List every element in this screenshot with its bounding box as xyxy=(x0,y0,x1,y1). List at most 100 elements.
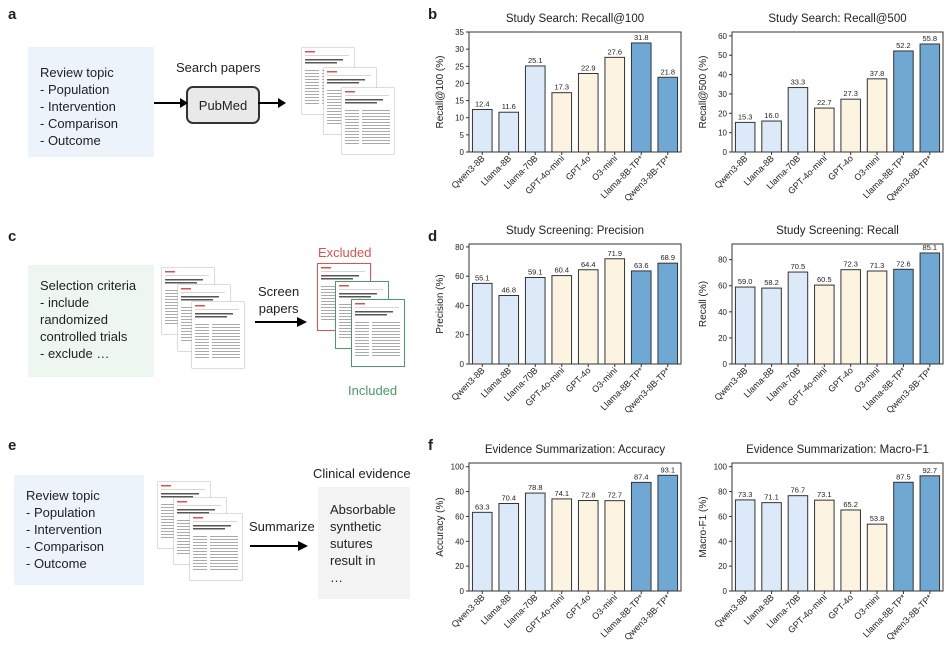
bar xyxy=(471,108,493,153)
criteria-line: - exclude … xyxy=(40,346,110,361)
y-axis-label: Recall (%) xyxy=(698,281,709,327)
y-tick-label: 0 xyxy=(460,360,465,369)
bar xyxy=(840,269,861,365)
y-tick-label: 20 xyxy=(455,79,464,88)
bar xyxy=(657,76,679,153)
plot-frame xyxy=(731,462,944,592)
bar-value-label: 72.3 xyxy=(843,260,858,269)
pubmed-box: PubMed xyxy=(186,86,260,124)
chart-recall-at-500: Study Search: Recall@500 0 10 20 30 40 50 60 Rec… xyxy=(698,13,944,203)
bar-value-label: 70.4 xyxy=(501,494,516,503)
bar-value-label: 74.1 xyxy=(554,489,569,498)
screen-papers-label: Screen papers xyxy=(258,283,299,317)
chart-summarization-macro-f1: Evidence Summarization: Macro-F1 0 20 40 60 8… xyxy=(698,444,944,642)
bar-value-label: 58.2 xyxy=(764,278,779,287)
y-tick-label: 0 xyxy=(723,360,728,369)
plot-frame xyxy=(468,31,682,153)
y-tick-label: 60 xyxy=(455,272,464,281)
y-axis-label: Accuracy (%) xyxy=(435,497,446,556)
x-tick-label: Qwen3-8B xyxy=(450,365,487,402)
x-tick-label: Qwen3-8B-TP* xyxy=(884,153,934,203)
review-topic-line: Review topic xyxy=(26,488,100,503)
bar xyxy=(498,503,520,592)
x-tick-label: Qwen3-8B xyxy=(712,592,749,629)
panel-letter-e: e xyxy=(8,437,17,454)
bar-value-label: 64.4 xyxy=(581,260,596,269)
x-tick-label: Qwen3-8B-TP* xyxy=(884,365,934,415)
bar xyxy=(787,495,809,592)
y-tick-label: 100 xyxy=(714,463,728,472)
bar xyxy=(577,269,599,365)
bar-value-label: 46.8 xyxy=(501,286,516,295)
bar-value-label: 87.5 xyxy=(896,472,911,481)
x-tick-label: Qwen3-8B-TP* xyxy=(884,592,934,642)
bar xyxy=(498,111,520,153)
bar xyxy=(471,511,493,592)
y-tick-label: 20 xyxy=(718,109,727,118)
y-tick-label: 40 xyxy=(455,301,464,310)
arrow-icon xyxy=(250,541,308,551)
bar-value-label: 21.8 xyxy=(660,67,675,76)
bar xyxy=(761,120,782,153)
y-tick-label: 80 xyxy=(718,256,727,265)
screen-papers-line: Screen xyxy=(258,284,300,299)
bar-value-label: 71.3 xyxy=(870,261,885,270)
criteria-line: - include xyxy=(40,295,90,310)
x-tick-label: Qwen3-8B-TP* xyxy=(622,153,672,203)
review-topic-line: - Intervention xyxy=(26,522,102,537)
included-paper-icon xyxy=(351,299,405,367)
review-topic-line: - Comparison xyxy=(40,116,119,131)
bar-value-label: 55.1 xyxy=(475,273,490,282)
y-tick-label: 40 xyxy=(718,71,727,80)
bar-value-label: 59.0 xyxy=(738,277,753,286)
bar xyxy=(498,295,520,365)
y-tick-label: 100 xyxy=(451,463,465,472)
plot-frame xyxy=(468,243,682,365)
plot-frame xyxy=(731,243,944,365)
bar xyxy=(657,262,679,365)
bar-value-label: 55.8 xyxy=(923,34,938,43)
bar-value-label: 72.7 xyxy=(607,491,622,500)
arrow-icon xyxy=(258,98,286,108)
y-tick-label: 80 xyxy=(455,488,464,497)
bar xyxy=(524,492,546,592)
x-tick-label: GPT-4o xyxy=(564,365,593,394)
bar-value-label: 33.3 xyxy=(791,78,806,87)
bar-value-label: 72.6 xyxy=(896,259,911,268)
y-tick-label: 80 xyxy=(455,243,464,252)
y-tick-label: 10 xyxy=(718,129,727,138)
bar-value-label: 31.8 xyxy=(634,33,649,42)
x-tick-label: GPT-4o xyxy=(826,592,855,621)
bar-value-label: 92.7 xyxy=(923,466,938,475)
review-topic-line: Review topic xyxy=(40,65,114,80)
clinical-evidence-title: Clinical evidence xyxy=(313,466,411,481)
x-tick-label: GPT-4o xyxy=(826,365,855,394)
bar xyxy=(919,475,941,592)
bar-value-label: 63.3 xyxy=(475,502,490,511)
bar-value-label: 60.5 xyxy=(817,275,832,284)
bar xyxy=(577,72,599,153)
panel-letter-c: c xyxy=(8,228,17,245)
review-topic-box-a: Review topic - Population - Intervention… xyxy=(28,47,154,157)
y-tick-label: 20 xyxy=(718,562,727,571)
chart-title: Evidence Summarization: Macro-F1 xyxy=(746,444,929,456)
bar-value-label: 78.8 xyxy=(528,483,543,492)
review-topic-line: - Population xyxy=(26,505,96,520)
bar xyxy=(840,98,861,153)
bar xyxy=(657,474,679,592)
bar-value-label: 25.1 xyxy=(528,56,543,65)
bar xyxy=(551,92,573,153)
criteria-line: Selection criteria xyxy=(40,278,137,293)
bar xyxy=(866,78,888,153)
panel-letter-a: a xyxy=(8,6,17,23)
bar xyxy=(866,523,888,592)
chart-title: Study Search: Recall@500 xyxy=(768,13,906,25)
y-axis-label: Macro-F1 (%) xyxy=(698,496,709,557)
x-tick-label: Qwen3-8B xyxy=(712,153,749,190)
bar xyxy=(524,277,546,365)
review-topic-line: - Outcome xyxy=(26,556,87,571)
bar xyxy=(577,500,599,592)
bar xyxy=(630,481,652,592)
paper-document-icon xyxy=(342,88,394,154)
bar-value-label: 27.6 xyxy=(607,47,622,56)
